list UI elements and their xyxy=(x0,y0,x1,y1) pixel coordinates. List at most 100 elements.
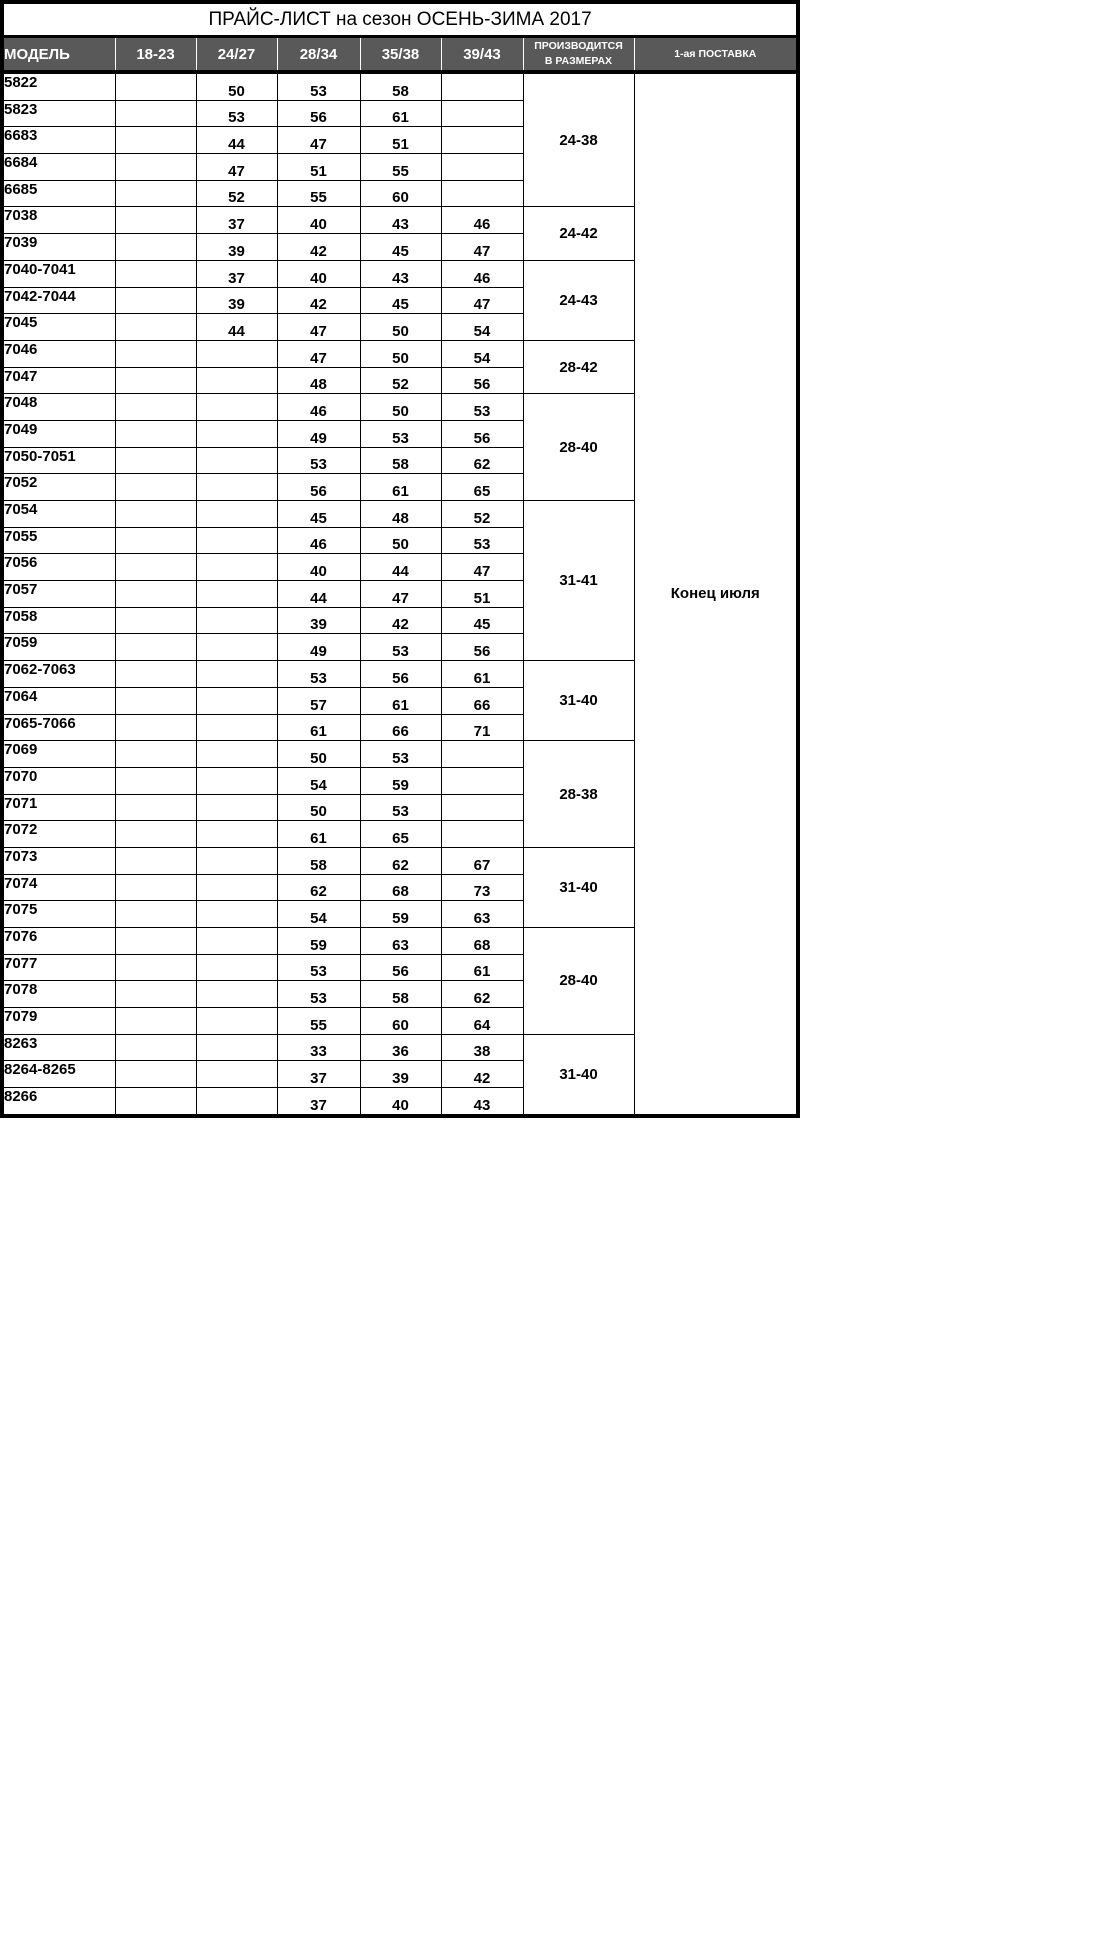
price-cell: 47 xyxy=(359,580,442,608)
table-row: 7050-7051 53 58 62 xyxy=(1,446,798,475)
size-range-cell: 28-40 xyxy=(522,393,635,501)
price-cell: 47 xyxy=(195,153,278,181)
price-cell xyxy=(195,820,278,848)
price-cell: 46 xyxy=(276,526,361,555)
model-cell: 5823 xyxy=(1,99,116,128)
price-cell xyxy=(114,686,197,715)
table-row: 7077 53 56 61 xyxy=(1,953,798,982)
price-cell: 51 xyxy=(440,580,524,608)
price-cell xyxy=(114,446,197,475)
price-cell xyxy=(114,1060,197,1089)
price-cell xyxy=(114,526,197,555)
price-cell xyxy=(114,900,197,928)
price-cell: 53 xyxy=(359,740,442,768)
price-cell xyxy=(114,1087,197,1117)
price-cell: 58 xyxy=(276,846,361,875)
model-cell: 7079 xyxy=(1,1007,116,1035)
price-cell: 50 xyxy=(359,526,442,555)
price-cell: 61 xyxy=(440,953,524,982)
price-cell: 54 xyxy=(276,766,361,795)
model-cell: 7048 xyxy=(1,393,116,421)
price-cell xyxy=(114,153,197,181)
table-row: 7062-7063 53 56 61 31-40 xyxy=(1,660,798,742)
price-cell: 57 xyxy=(276,686,361,715)
price-cell xyxy=(195,766,278,795)
price-cell xyxy=(440,126,524,155)
price-cell xyxy=(114,179,197,208)
model-cell: 7065-7066 xyxy=(1,713,116,742)
price-cell: 50 xyxy=(195,71,278,101)
price-cell: 33 xyxy=(276,1033,361,1062)
table-row: 7046 47 50 54 28-42 xyxy=(1,339,798,395)
model-cell: 7038 xyxy=(1,206,116,235)
price-cell: 40 xyxy=(276,553,361,582)
table-row: 7058 39 42 45 xyxy=(1,606,798,635)
price-cell: 45 xyxy=(359,233,442,261)
model-cell: 6685 xyxy=(1,179,116,208)
price-cell: 39 xyxy=(195,233,278,261)
header-size-range-line2: В РАЗМЕРАХ xyxy=(544,55,613,67)
size-range-cell: 31-41 xyxy=(522,499,635,662)
price-cell: 53 xyxy=(359,793,442,822)
price-cell xyxy=(195,500,278,528)
price-cell xyxy=(195,339,278,368)
header-size-35-38: 35/38 xyxy=(359,36,442,74)
price-cell: 56 xyxy=(440,366,524,395)
price-cell: 47 xyxy=(440,286,524,315)
header-size-18-23: 18-23 xyxy=(114,36,197,74)
price-cell: 63 xyxy=(359,927,442,955)
price-cell xyxy=(195,633,278,662)
delivery-cell: Конец июля xyxy=(633,71,799,1117)
price-cell: 62 xyxy=(359,846,442,875)
table-row: 8266 37 40 43 xyxy=(1,1087,798,1117)
price-cell: 39 xyxy=(276,606,361,635)
model-cell: 6684 xyxy=(1,153,116,181)
price-cell: 58 xyxy=(359,446,442,475)
table-row: 7040-7041 37 40 43 46 24-43 xyxy=(1,259,798,341)
price-cell: 61 xyxy=(440,660,524,688)
table-row: 8263 33 36 38 31-40 xyxy=(1,1033,798,1117)
price-cell: 37 xyxy=(276,1060,361,1089)
model-cell: 7076 xyxy=(1,927,116,955)
price-cell xyxy=(114,846,197,875)
model-cell: 8263 xyxy=(1,1033,116,1062)
table-row: 7073 58 62 67 31-40 xyxy=(1,846,798,929)
price-cell xyxy=(195,927,278,955)
table-row: 7055 46 50 53 xyxy=(1,526,798,555)
model-cell: 7077 xyxy=(1,953,116,982)
model-cell: 7047 xyxy=(1,366,116,395)
model-cell: 7045 xyxy=(1,313,116,341)
table-row: 7047 48 52 56 xyxy=(1,366,798,395)
price-cell: 44 xyxy=(276,580,361,608)
price-cell xyxy=(195,1060,278,1089)
price-cell xyxy=(195,580,278,608)
price-cell: 47 xyxy=(276,313,361,341)
price-cell: 47 xyxy=(440,233,524,261)
price-cell xyxy=(114,660,197,688)
price-cell xyxy=(114,71,197,101)
price-cell xyxy=(114,286,197,315)
size-range-cell: 28-42 xyxy=(522,339,635,395)
price-cell: 53 xyxy=(359,419,442,448)
model-cell: 8264-8265 xyxy=(1,1060,116,1089)
price-cell: 61 xyxy=(359,686,442,715)
size-range-cell: 28-40 xyxy=(522,927,635,1035)
price-cell: 51 xyxy=(276,153,361,181)
model-cell: 7050-7051 xyxy=(1,446,116,475)
price-cell: 61 xyxy=(359,99,442,128)
price-cell: 37 xyxy=(276,1087,361,1117)
table-row: 7042-7044 39 42 45 47 xyxy=(1,286,798,315)
table-row: 6683 44 47 51 xyxy=(1,126,798,155)
price-cell: 50 xyxy=(276,740,361,768)
price-cell xyxy=(114,553,197,582)
price-cell: 61 xyxy=(359,473,442,501)
price-cell: 68 xyxy=(440,927,524,955)
price-cell: 54 xyxy=(440,339,524,368)
price-cell: 56 xyxy=(276,473,361,501)
price-cell xyxy=(195,446,278,475)
table-row: 7075 54 59 63 xyxy=(1,900,798,928)
price-cell xyxy=(114,606,197,635)
price-cell: 56 xyxy=(359,660,442,688)
model-cell: 7072 xyxy=(1,820,116,848)
model-cell: 7059 xyxy=(1,633,116,662)
